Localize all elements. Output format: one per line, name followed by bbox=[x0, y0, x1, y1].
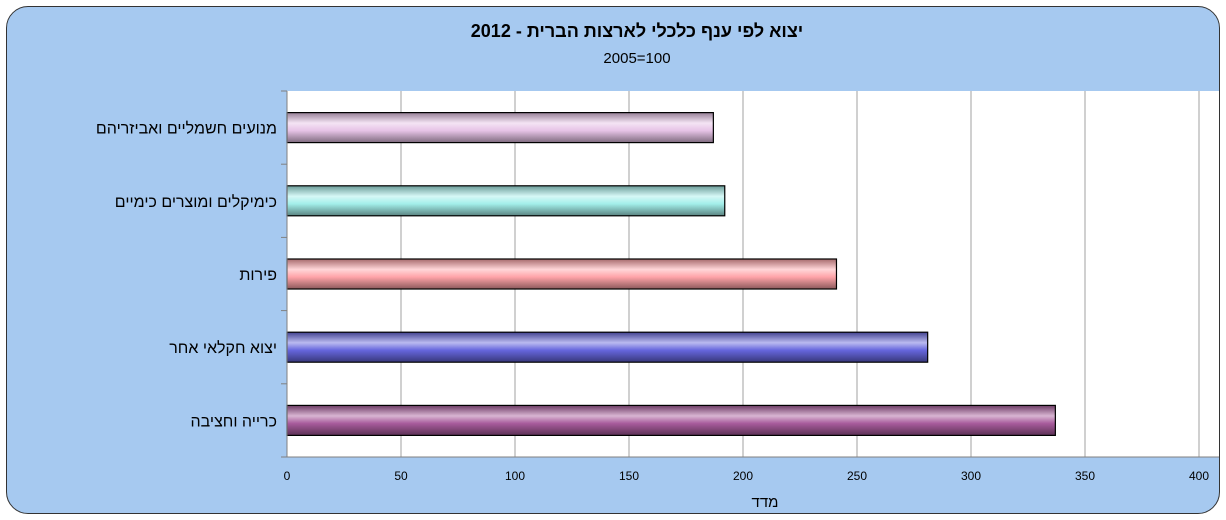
x-axis-label: מדד bbox=[752, 494, 779, 511]
x-tick-label: 400 bbox=[1189, 469, 1209, 483]
chart-subtitle: 2005=100 bbox=[603, 50, 670, 67]
x-tick-label: 100 bbox=[505, 469, 525, 483]
bar-chart: יצוא לפי ענף כלכלי לארצות הברית - 2012 2… bbox=[96, 21, 1219, 511]
category-label: כרייה וחציבה bbox=[191, 413, 277, 430]
category-labels: מנועים חשמליים ואביזריהם כימיקלים ומוצרים… bbox=[96, 120, 277, 431]
category-label: מנועים חשמליים ואביזריהם bbox=[96, 120, 277, 138]
bar bbox=[286, 111, 714, 144]
x-tick-label: 150 bbox=[619, 469, 639, 483]
x-tick-label: 250 bbox=[847, 469, 867, 483]
bar bbox=[286, 404, 1056, 436]
bar bbox=[286, 185, 726, 217]
chart-frame: יצוא לפי ענף כלכלי לארצות הברית - 2012 2… bbox=[6, 6, 1220, 514]
x-tick-label: 50 bbox=[394, 469, 408, 483]
x-tick-labels: 0 50 100 150 200 250 300 350 400 bbox=[284, 469, 1210, 483]
category-label: כימיקלים ומוצרים כימיים bbox=[115, 193, 277, 211]
x-tick-label: 200 bbox=[733, 469, 753, 483]
category-label: יצוא חקלאי אחר bbox=[169, 339, 277, 357]
x-tick-label: 0 bbox=[284, 469, 291, 483]
bar bbox=[286, 331, 929, 363]
category-label: פירות bbox=[239, 267, 277, 284]
x-tick-label: 300 bbox=[961, 469, 981, 483]
chart-title: יצוא לפי ענף כלכלי לארצות הברית - 2012 bbox=[471, 21, 803, 41]
x-tick-label: 350 bbox=[1075, 469, 1095, 483]
bar bbox=[286, 258, 838, 290]
axes bbox=[281, 90, 1219, 458]
